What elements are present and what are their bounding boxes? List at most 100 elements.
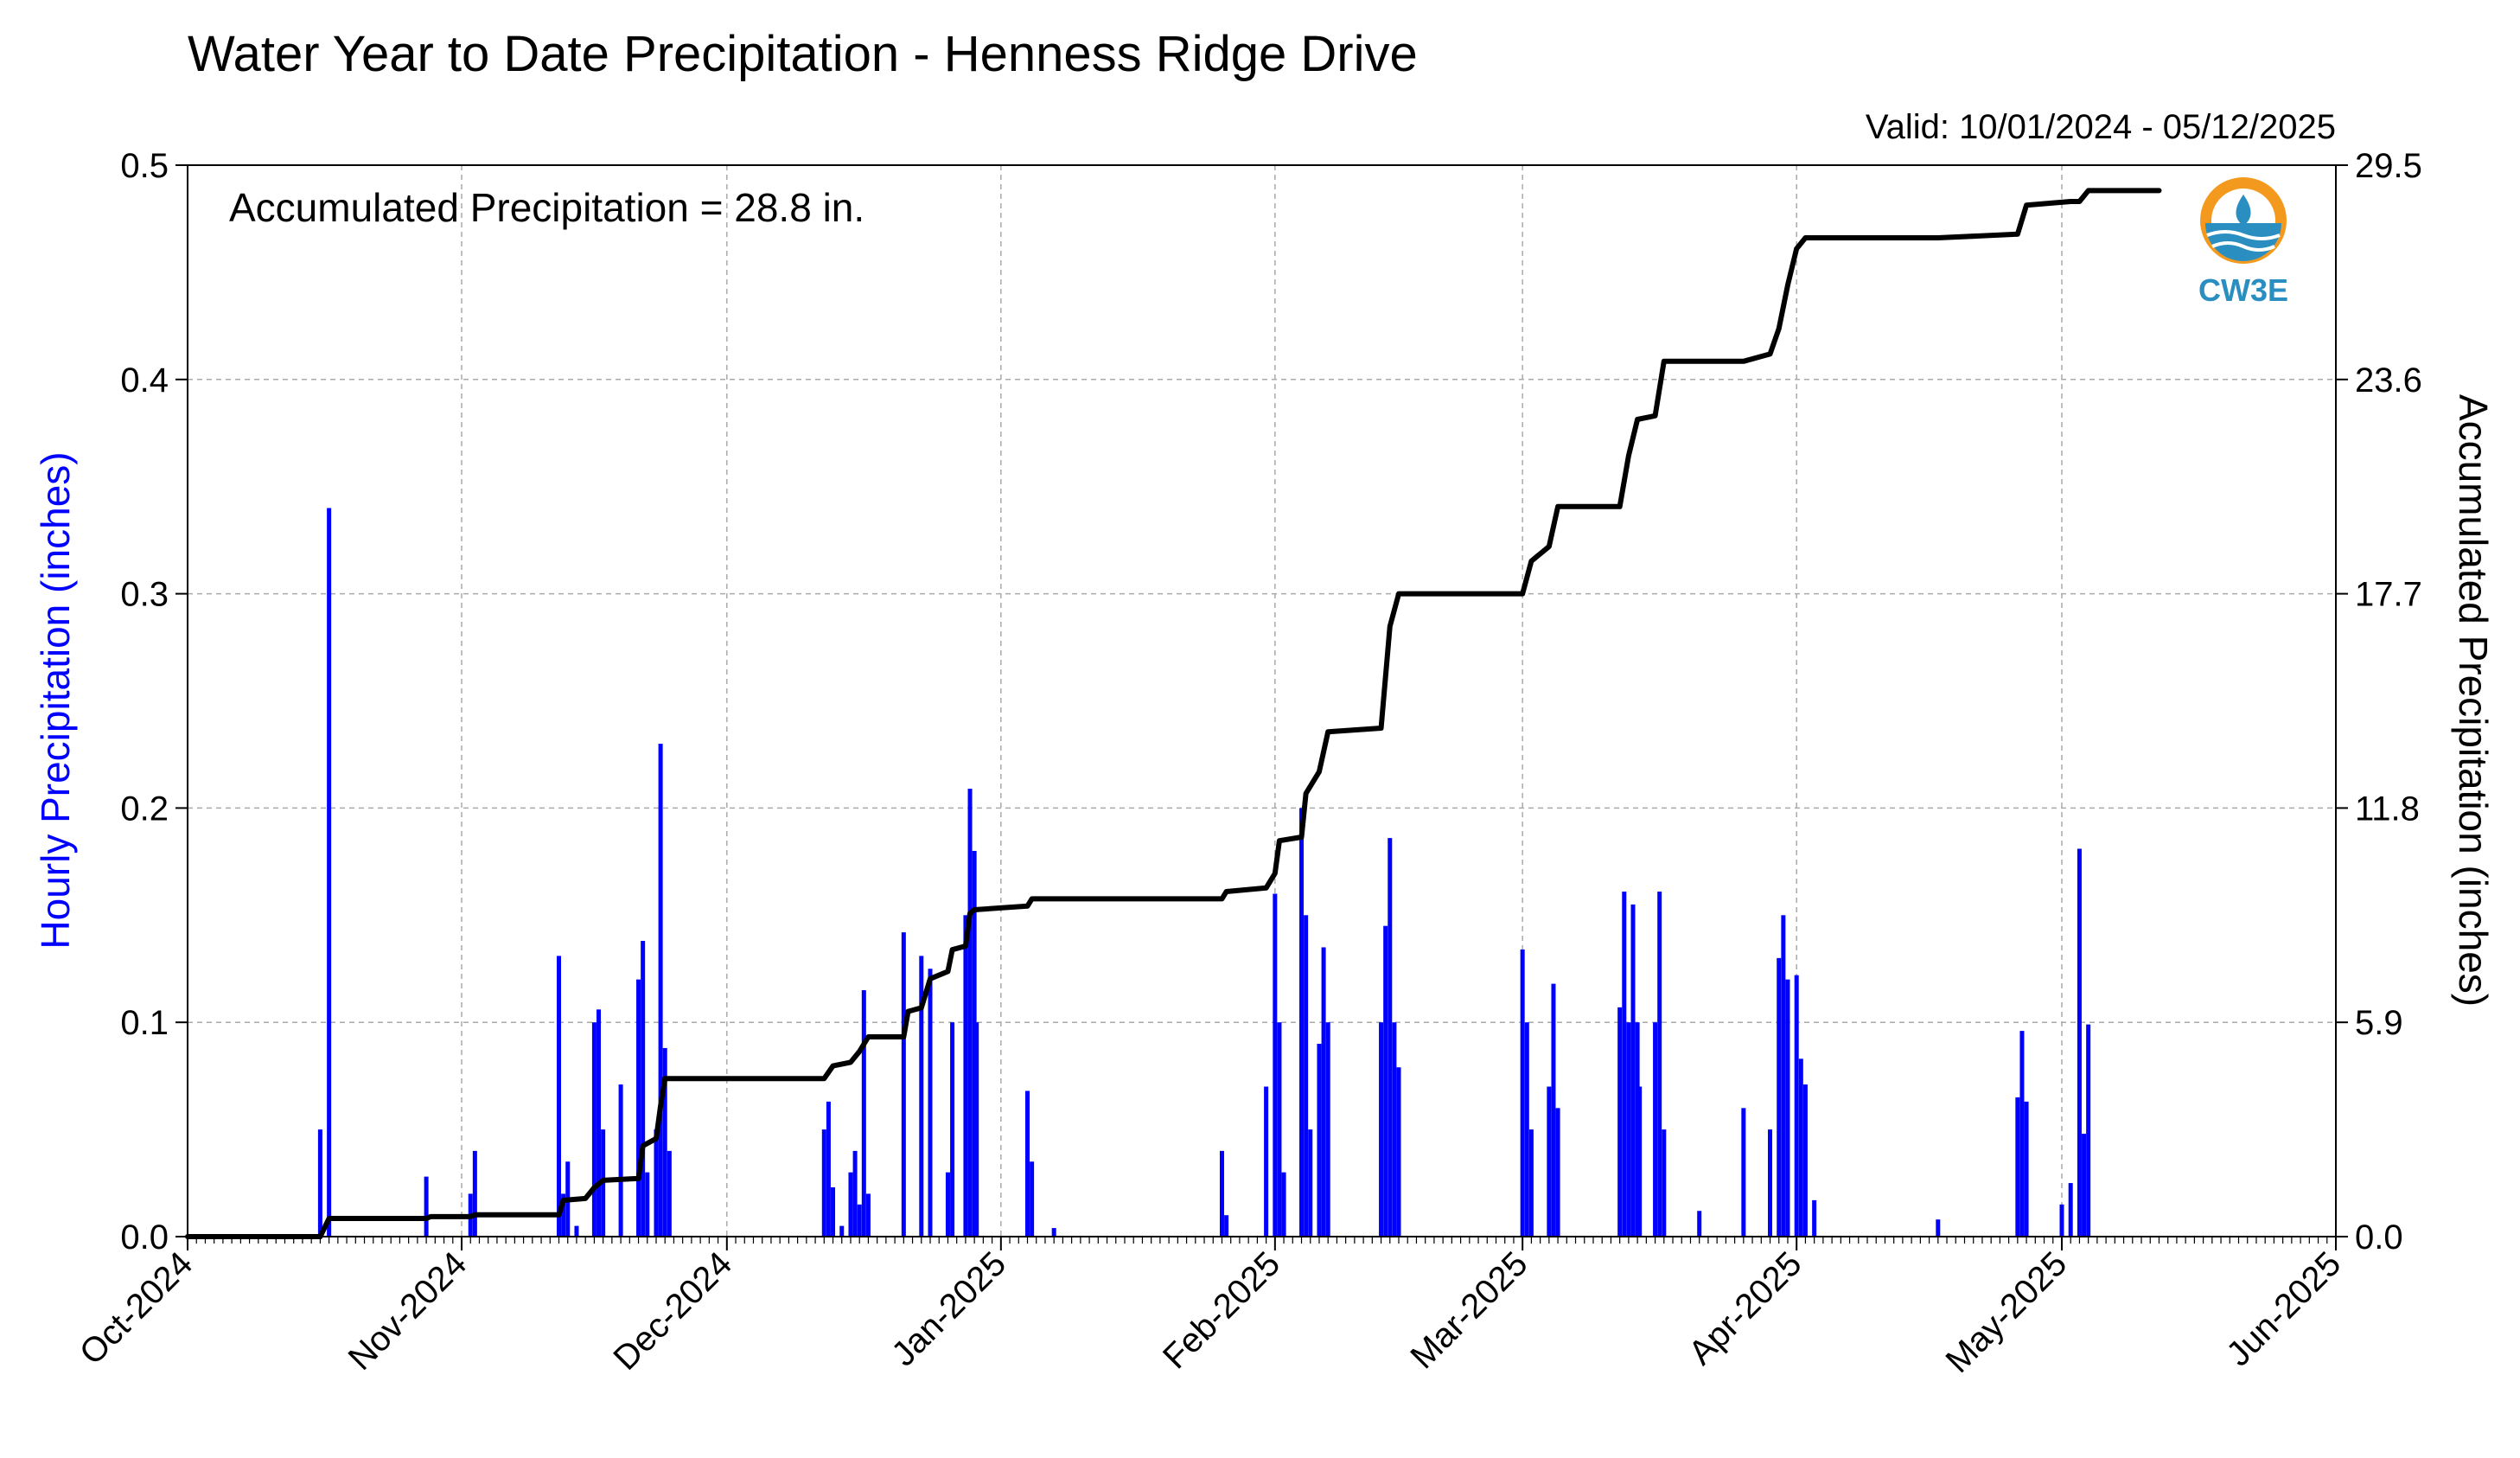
hourly-precip-bar [1802, 1084, 1808, 1237]
y-tick-label-right: 23.6 [2355, 361, 2422, 400]
hourly-precip-bar [1653, 1022, 1658, 1237]
hourly-precip-bar [1219, 1150, 1224, 1237]
y-axis-right-label: Accumulated Precipitation (inches) [2451, 394, 2496, 1007]
hourly-precip-bar [861, 990, 866, 1237]
hourly-precip-bar [831, 1187, 836, 1237]
hourly-precip-bar [591, 1022, 597, 1237]
logo-wave-icon [2206, 230, 2281, 252]
hourly-precip-bar [1630, 904, 1636, 1237]
plot-frame [187, 164, 2337, 1237]
hourly-precip-bar [1524, 1022, 1529, 1237]
cw3e-logo: CW3E [2198, 177, 2288, 308]
hourly-precip-bar [1304, 915, 1309, 1237]
accumulated-annotation: Accumulated Precipitation = 28.8 in. [229, 185, 864, 230]
y-tick-label-left: 0.2 [120, 790, 169, 828]
hourly-precip-bar [839, 1225, 845, 1237]
hourly-bars [317, 508, 2091, 1237]
hourly-precip-bar [928, 969, 933, 1237]
hourly-precip-bar [1388, 838, 1393, 1237]
hourly-precip-bar [654, 1129, 659, 1237]
hourly-precip-bar [2086, 1024, 2091, 1237]
hourly-precip-bar [963, 915, 968, 1237]
hourly-precip-bar [2082, 1134, 2087, 1237]
hourly-precip-bar [472, 1150, 477, 1237]
hourly-precip-bar [852, 1150, 858, 1237]
y-tick-label-right: 17.7 [2355, 576, 2422, 614]
accumulated-line-layer [185, 188, 2162, 1239]
hourly-precip-bar [1551, 983, 1556, 1237]
hourly-precip-bar [826, 1101, 831, 1237]
y-axis-left-label: Hourly Precipitation (inches) [33, 451, 78, 949]
hourly-precip-bar [1030, 1161, 1035, 1237]
hourly-precip-bar [667, 1150, 672, 1237]
hourly-precip-bar [1547, 1086, 1552, 1237]
hourly-precip-bar [848, 1172, 853, 1237]
hourly-precip-bar [1798, 1058, 1803, 1237]
y-tick-label-left: 0.0 [120, 1218, 169, 1257]
hourly-precip-bar [557, 956, 562, 1237]
hourly-precip-bar [1662, 1129, 1667, 1237]
hourly-precip-bar [2024, 1101, 2029, 1237]
hourly-precip-bar [1741, 1108, 1746, 1237]
hourly-precip-bar [1794, 975, 1799, 1237]
hourly-precip-bar [1555, 1108, 1560, 1237]
hourly-precip-bar [1224, 1215, 1229, 1237]
hourly-precip-bar [1697, 1211, 1702, 1237]
hourly-precip-bar [574, 1225, 579, 1237]
hourly-precip-bar [1626, 1022, 1631, 1237]
hourly-precip-bar [327, 508, 332, 1237]
hourly-precip-bar [641, 941, 646, 1237]
hourly-precip-bar [1785, 979, 1790, 1237]
y-tick-label-left: 0.4 [120, 361, 169, 400]
hourly-precip-bar [1622, 892, 1627, 1237]
hourly-precip-bar [972, 850, 977, 1237]
hourly-precip-bar [974, 1022, 979, 1237]
hourly-precip-bar [1051, 1228, 1056, 1237]
hourly-precip-bar [1025, 1090, 1030, 1237]
hourly-precip-bar [2077, 848, 2082, 1237]
hourly-precip-bar [1637, 1086, 1643, 1237]
hourly-precip-bar [2068, 1183, 2073, 1237]
hourly-precip-bar [1936, 1219, 1941, 1237]
hourly-precip-bar [2019, 1031, 2025, 1237]
logo-label: CW3E [2198, 272, 2288, 308]
logo-drop-icon [2236, 195, 2251, 226]
y-tick-label-left: 0.1 [120, 1004, 169, 1042]
hourly-precip-bar [967, 789, 973, 1237]
hourly-precip-bar [1281, 1172, 1286, 1237]
hourly-precip-bar [1657, 892, 1662, 1237]
hourly-precip-bar [597, 1009, 602, 1237]
hourly-precip-bar [1520, 949, 1525, 1237]
hourly-precip-bar [1781, 915, 1786, 1237]
hourly-precip-bar [1383, 925, 1388, 1237]
hourly-precip-bar [1299, 808, 1305, 1237]
hourly-precip-bar [424, 1176, 429, 1237]
hourly-precip-bar [1777, 957, 1782, 1237]
chart-title: Water Year to Date Precipitation - Henne… [188, 26, 1418, 82]
hourly-precip-bar [662, 1047, 667, 1237]
hourly-precip-bar [1635, 1022, 1640, 1237]
hourly-precip-bar [945, 1172, 950, 1237]
y-tick-label-right: 5.9 [2355, 1004, 2403, 1042]
hourly-precip-bar [1379, 1022, 1384, 1237]
y-tick-label-left: 0.5 [120, 147, 169, 185]
hourly-precip-bar [901, 932, 906, 1237]
hourly-precip-bar [1277, 1022, 1282, 1237]
y-tick-label-left: 0.3 [120, 576, 169, 614]
y-tick-label-right: 11.8 [2355, 790, 2420, 828]
hourly-precip-bar [1396, 1067, 1401, 1237]
hourly-precip-bar [1325, 1022, 1330, 1237]
hourly-precip-bar [1321, 947, 1326, 1237]
hourly-precip-bar [1392, 1022, 1397, 1237]
hourly-precip-bar [1617, 1007, 1623, 1237]
hourly-precip-bar [865, 1193, 871, 1237]
hourly-precip-bar [919, 956, 924, 1237]
hourly-precip-bar [1812, 1199, 1817, 1237]
hourly-precip-bar [618, 1084, 623, 1237]
hourly-precip-bar [1317, 1043, 1322, 1237]
hourly-precip-bar [658, 744, 663, 1237]
hourly-precip-bar [636, 979, 641, 1237]
hourly-precip-bar [950, 1022, 955, 1237]
